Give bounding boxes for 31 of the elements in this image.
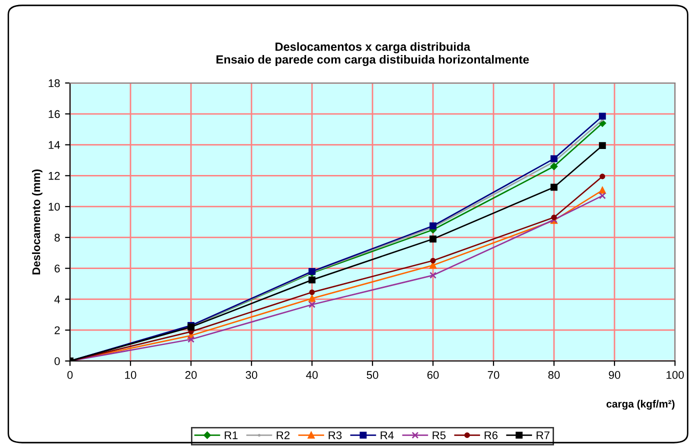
- legend-label: R1: [224, 431, 238, 440]
- x-tick-label: 60: [427, 371, 439, 379]
- x-tick-label: 0: [67, 371, 73, 379]
- x-tick-label: 10: [125, 371, 136, 379]
- legend-label: R5: [432, 431, 446, 440]
- x-tick-label: 50: [366, 371, 378, 379]
- legend-label: R2: [276, 431, 290, 440]
- legend-label: R4: [380, 431, 394, 440]
- legend-label: R7: [536, 431, 550, 440]
- x-tick-label: 90: [608, 371, 620, 379]
- y-tick-label: 16: [48, 110, 60, 118]
- y-tick-label: 18: [48, 79, 60, 88]
- y-tick-label: 10: [48, 202, 60, 211]
- x-tick-label: 20: [185, 371, 197, 379]
- x-axis-title: carga (kgf/m²): [606, 400, 674, 410]
- y-tick-label: 8: [54, 234, 60, 242]
- chart-title: Deslocamentos x carga distribuida Ensaio de parede com carga distibuida horizontalmente: [216, 42, 529, 66]
- y-tick-label: 14: [48, 141, 60, 149]
- y-tick-label: 6: [54, 264, 60, 272]
- y-tick-label: 12: [48, 172, 60, 180]
- y-tick-label: 0: [54, 357, 60, 366]
- x-tick-label: 40: [306, 371, 318, 379]
- x-tick-label: 100: [666, 371, 684, 379]
- x-tick-label: 70: [488, 371, 500, 379]
- y-axis-title: Deslocamento (mm): [32, 169, 42, 274]
- legend-label: R3: [328, 431, 342, 440]
- legend-label: R6: [484, 431, 498, 440]
- x-tick-label: 80: [548, 371, 560, 379]
- x-tick-label: 30: [246, 371, 258, 379]
- y-tick-label: 2: [54, 326, 60, 334]
- y-tick-label: 4: [54, 296, 60, 304]
